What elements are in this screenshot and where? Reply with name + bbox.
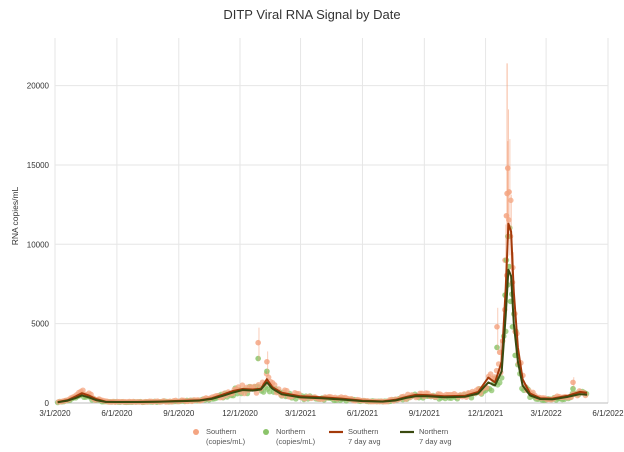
legend-label: Northern — [276, 427, 305, 436]
x-tick-label: 3/1/2021 — [285, 409, 317, 418]
legend-label: (copies/mL) — [276, 437, 316, 446]
scatter-point — [507, 197, 514, 204]
scatter-point — [283, 387, 290, 394]
y-tick-label: 0 — [45, 399, 50, 408]
scatter-point — [570, 379, 576, 386]
legend-label: Southern — [348, 427, 378, 436]
avg-lines — [57, 222, 588, 404]
x-tick-label: 9/1/2021 — [409, 409, 441, 418]
scatter-point — [80, 387, 86, 394]
legend: Southern(copies/mL)Northern(copies/mL)So… — [193, 427, 452, 446]
scatter-point — [494, 344, 500, 351]
scatter-point — [266, 388, 273, 395]
y-axis-label: RNA copies/mL — [10, 186, 20, 245]
legend-label: (copies/mL) — [206, 437, 246, 446]
scatter-point — [264, 358, 270, 365]
scatter-point — [255, 339, 261, 346]
x-tick-label: 3/1/2020 — [39, 409, 71, 418]
error-bars — [258, 63, 575, 389]
scatter-point — [488, 387, 495, 394]
scatter-point — [570, 385, 576, 392]
x-tick-label: 6/1/2022 — [592, 409, 624, 418]
x-tick-label: 6/1/2021 — [347, 409, 379, 418]
y-tick-label: 5000 — [31, 320, 49, 329]
y-tick-label: 20000 — [27, 82, 50, 91]
scatter-point — [496, 379, 503, 386]
legend-marker — [193, 429, 199, 435]
x-tick-label: 3/1/2022 — [531, 409, 563, 418]
scatter-point — [255, 355, 261, 362]
x-ticks: 3/1/2020 6/1/2020 9/1/2020 12/1/2020 3/1/202… — [39, 409, 624, 418]
x-tick-label: 12/1/2021 — [468, 409, 504, 418]
grid — [54, 38, 609, 404]
scatter-point — [487, 371, 494, 377]
scatter-point — [241, 390, 248, 397]
y-tick-label: 10000 — [27, 240, 50, 249]
x-tick-label: 9/1/2020 — [163, 409, 195, 418]
series-line — [57, 222, 588, 403]
x-tick-label: 6/1/2020 — [101, 409, 133, 418]
scatter-point — [496, 349, 503, 356]
chart-title: DITP Viral RNA Signal by Date — [223, 7, 400, 22]
scatter-point — [253, 390, 260, 396]
scatter-points — [54, 165, 590, 406]
y-tick-label: 15000 — [27, 161, 50, 170]
legend-marker — [263, 429, 269, 435]
scatter-point — [271, 382, 278, 388]
scatter-point — [264, 368, 270, 375]
legend-label: Northern — [419, 427, 448, 436]
y-ticks: 0 5000 10000 15000 20000 — [27, 82, 50, 408]
legend-label: 7 day avg — [419, 437, 452, 446]
scatter-point — [494, 324, 500, 330]
series-line — [57, 268, 588, 404]
x-tick-label: 12/1/2020 — [222, 409, 258, 418]
legend-label: Southern — [206, 427, 236, 436]
legend-label: 7 day avg — [348, 437, 381, 446]
scatter-point — [506, 263, 512, 270]
